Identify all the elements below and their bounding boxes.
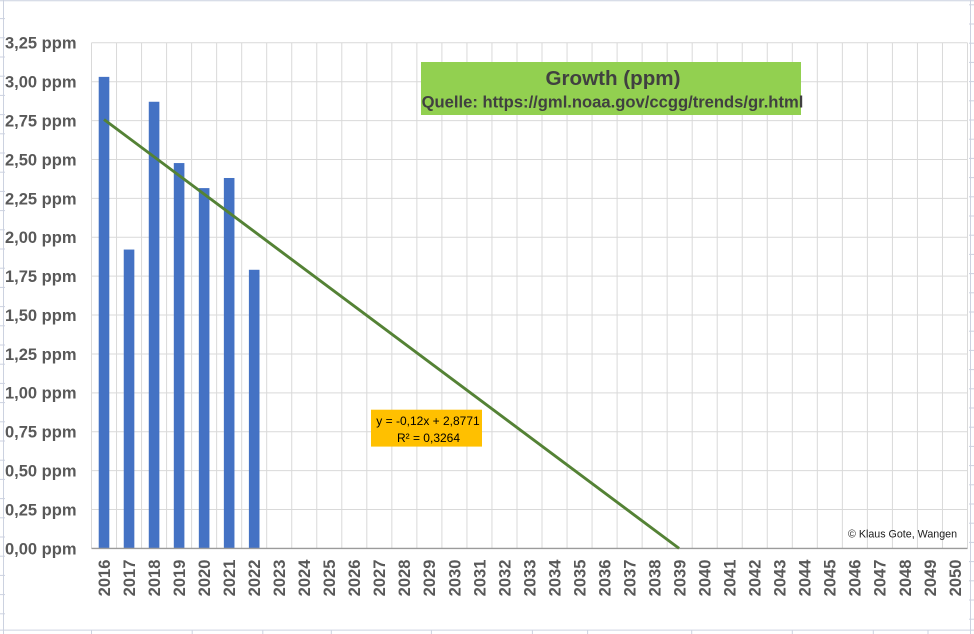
svg-text:2,75 ppm: 2,75 ppm	[5, 112, 77, 130]
svg-text:3,25 ppm: 3,25 ppm	[5, 35, 77, 53]
svg-text:2033: 2033	[521, 560, 539, 597]
svg-text:1,25 ppm: 1,25 ppm	[5, 346, 77, 364]
svg-text:2017: 2017	[121, 560, 139, 597]
svg-text:2024: 2024	[296, 559, 314, 597]
svg-text:1,75 ppm: 1,75 ppm	[5, 268, 77, 286]
svg-text:2,50 ppm: 2,50 ppm	[5, 151, 77, 169]
svg-text:2031: 2031	[471, 560, 489, 597]
svg-text:2023: 2023	[271, 560, 289, 597]
svg-text:2021: 2021	[221, 560, 239, 597]
svg-text:Growth (ppm): Growth (ppm)	[546, 67, 681, 90]
svg-text:2046: 2046	[847, 560, 865, 597]
svg-text:R² = 0,3264: R² = 0,3264	[397, 431, 460, 445]
svg-text:2041: 2041	[722, 560, 740, 597]
svg-text:2016: 2016	[96, 560, 114, 597]
svg-text:0,75 ppm: 0,75 ppm	[5, 424, 77, 442]
svg-text:0,50 ppm: 0,50 ppm	[5, 463, 77, 481]
svg-text:0,00 ppm: 0,00 ppm	[5, 540, 77, 558]
svg-text:2032: 2032	[496, 560, 514, 597]
svg-text:2,00 ppm: 2,00 ppm	[5, 229, 77, 247]
svg-text:3,00 ppm: 3,00 ppm	[5, 74, 77, 92]
svg-text:2035: 2035	[571, 560, 589, 597]
svg-text:2043: 2043	[772, 560, 790, 597]
svg-text:2042: 2042	[747, 560, 765, 597]
svg-text:2018: 2018	[146, 560, 164, 597]
svg-text:2048: 2048	[897, 560, 915, 597]
svg-text:2020: 2020	[196, 560, 214, 597]
svg-text:2044: 2044	[797, 559, 815, 597]
svg-text:y = -0,12x + 2,8771: y = -0,12x + 2,8771	[376, 414, 480, 428]
svg-text:2036: 2036	[596, 560, 614, 597]
svg-text:2030: 2030	[446, 560, 464, 597]
svg-text:2,25 ppm: 2,25 ppm	[5, 190, 77, 208]
svg-text:2026: 2026	[346, 560, 364, 597]
svg-text:2027: 2027	[371, 560, 389, 597]
svg-text:2050: 2050	[947, 560, 965, 597]
svg-text:1,00 ppm: 1,00 ppm	[5, 385, 77, 403]
svg-text:2047: 2047	[872, 560, 890, 597]
svg-text:2022: 2022	[246, 560, 264, 597]
svg-text:0,25 ppm: 0,25 ppm	[5, 501, 77, 519]
svg-text:2025: 2025	[321, 560, 339, 597]
svg-text:2045: 2045	[822, 560, 840, 597]
svg-text:© Klaus Gote, Wangen: © Klaus Gote, Wangen	[848, 529, 957, 541]
svg-text:2034: 2034	[546, 559, 564, 597]
svg-text:2029: 2029	[421, 560, 439, 597]
svg-text:2049: 2049	[922, 560, 940, 597]
svg-text:1,50 ppm: 1,50 ppm	[5, 307, 77, 325]
svg-text:2038: 2038	[646, 560, 664, 597]
svg-text:2028: 2028	[396, 560, 414, 597]
svg-text:2037: 2037	[621, 560, 639, 597]
svg-text:Quelle: https://gml.noaa.gov/c: Quelle: https://gml.noaa.gov/ccgg/trends…	[422, 93, 804, 112]
svg-text:2039: 2039	[672, 560, 690, 597]
svg-text:2019: 2019	[171, 560, 189, 597]
svg-text:2040: 2040	[697, 560, 715, 597]
